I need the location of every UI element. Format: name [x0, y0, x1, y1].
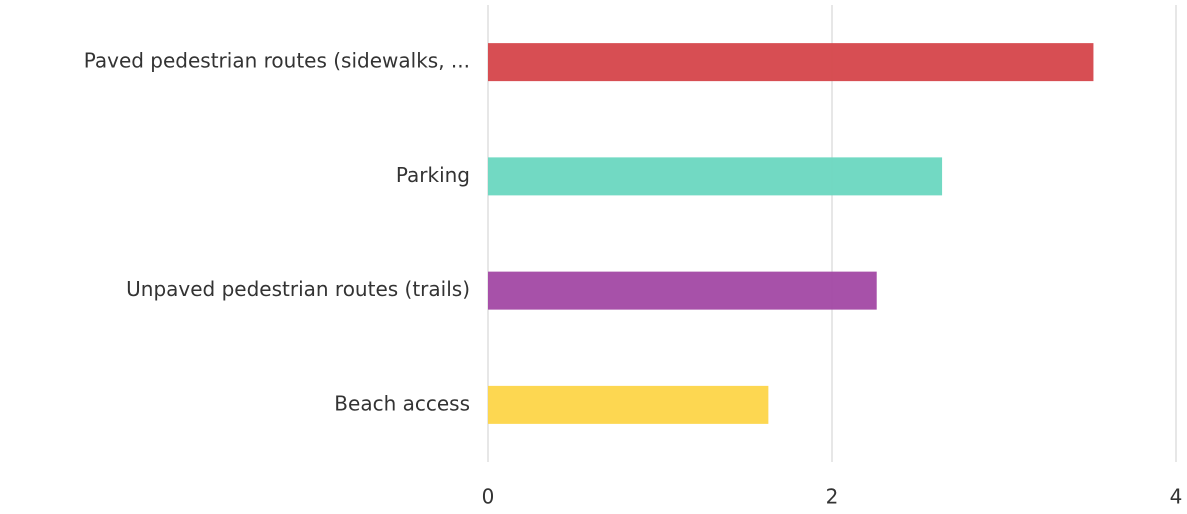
- y-tick-label: Parking: [396, 163, 470, 187]
- bar: [488, 271, 877, 310]
- x-tick-label: 2: [826, 485, 839, 509]
- y-tick-label: Unpaved pedestrian routes (trails): [126, 277, 470, 301]
- bar: [488, 385, 769, 424]
- x-tick-label: 0: [482, 485, 495, 509]
- y-tick-label: Beach access: [334, 391, 470, 415]
- x-tick-label: 4: [1170, 485, 1183, 509]
- bar: [488, 157, 943, 196]
- y-tick-label: Paved pedestrian routes (sidewalks, ...: [84, 49, 470, 73]
- bar: [488, 43, 1094, 82]
